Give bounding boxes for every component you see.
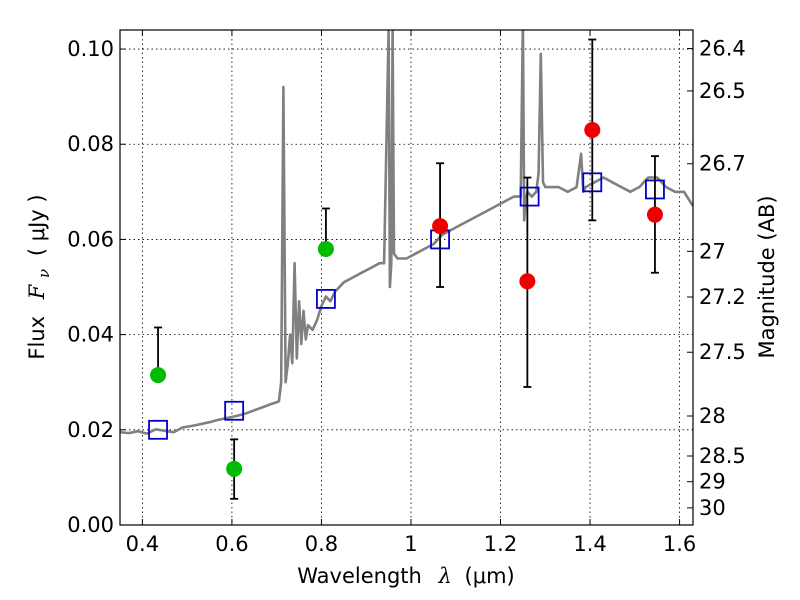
y-axis-title: Flux F ν ( μJy ) [25,194,54,359]
x-axis-title-symbol: λ [438,564,452,588]
y-tick-label: 0.04 [67,323,114,347]
y-tick-label: 0.10 [67,37,114,61]
model-photometry-square [316,289,336,309]
x-tick-label: 1.2 [484,532,517,556]
model-photometry-square [148,419,168,440]
x-tick-label: 0.4 [126,532,159,556]
y2-axis-title: Magnitude (AB) [755,195,779,358]
y-axis-title-subscript: ν [35,269,53,278]
y-axis-title-text: Flux [25,316,49,360]
y-tick-label: 0.02 [67,418,114,442]
x-tick-label: 0.6 [215,532,248,556]
mag-tick-label: 27 [699,239,726,263]
x-axis-title: Wavelength λ (μm) [297,564,514,588]
x-axis-title-unit: (μm) [465,564,515,588]
mag-tick-label: 28.5 [699,444,746,468]
model-photometry-square [224,400,245,421]
mag-tick-label: 28 [699,404,726,428]
plot-area [120,30,693,500]
mag-tick-label: 27.2 [699,285,746,309]
photometry-point [226,460,243,477]
photometry-point [519,273,536,290]
y-tick-label: 0.06 [67,227,114,251]
tick-labels: 0.4 0.6 0.8 1 1.2 1.4 1.6 0.00 0.02 0.04 0.06 0.08 0… [67,37,746,556]
photometry-point [584,121,601,138]
photometry-point [432,218,449,235]
grid-lines [120,30,693,526]
mag-tick-label: 27.5 [699,340,746,364]
y-axis-title-unit: ( μJy ) [25,194,49,256]
plot-frame [119,29,694,526]
mag-tick-label: 26.4 [699,37,746,61]
x-tick-label: 1.4 [573,532,606,556]
x-tick-label: 0.8 [305,532,338,556]
spectrum-line [120,30,693,435]
tick-marks [120,30,693,526]
x-tick-label: 1 [404,532,417,556]
mag-tick-label: 26.7 [699,152,746,176]
mag-tick-label: 26.5 [699,79,746,103]
y-tick-label: 0.08 [67,132,114,156]
mag-tick-label: 29 [699,470,726,494]
photometry-point [646,206,663,223]
model-photometry-square [519,186,540,207]
x-axis-title-text: Wavelength [297,564,422,588]
mag-tick-label: 30 [699,496,726,520]
y-axis-title-symbol: F [25,283,49,300]
photometry-point [150,367,167,384]
x-tick-label: 1.6 [663,532,696,556]
y-tick-label: 0.00 [67,513,114,537]
photometry-point [317,240,334,257]
